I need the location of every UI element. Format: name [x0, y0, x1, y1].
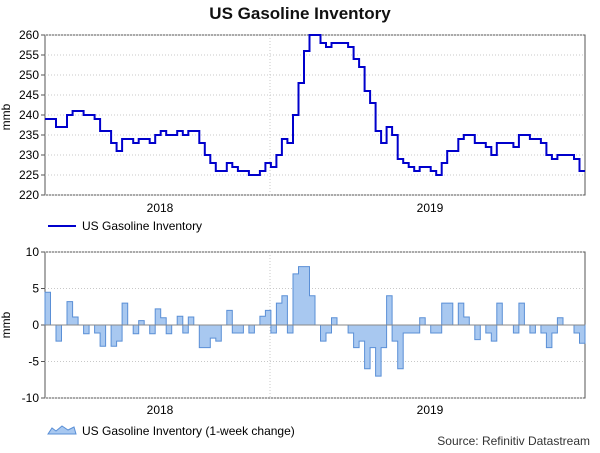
- x-tick-label: 2019: [417, 403, 444, 417]
- chart-title: US Gasoline Inventory: [209, 4, 391, 23]
- y-tick-label: 255: [19, 48, 39, 62]
- y-tick-label: -5: [28, 355, 39, 369]
- y-tick-label: 220: [19, 188, 39, 202]
- y-tick-label: 245: [19, 88, 39, 102]
- legend-label: US Gasoline Inventory: [82, 219, 202, 233]
- legend-label: US Gasoline Inventory (1-week change): [82, 424, 295, 438]
- y-tick-label: 225: [19, 168, 39, 182]
- y-tick-label: 0: [32, 318, 39, 332]
- inventory-level-chart: 220 225 230 235 240 245 250 255 260 2018 2019 mmb…: [0, 28, 586, 233]
- weekly-change-chart: -10 -5 0 5 10 2018 2019 mmb US Gasoline Inven…: [0, 245, 586, 438]
- x-tick-label: 2018: [147, 403, 174, 417]
- x-tick-label: 2018: [147, 201, 174, 215]
- y-tick-label: 230: [19, 148, 39, 162]
- y-tick-label: -10: [22, 391, 40, 405]
- y-tick-label: 240: [19, 108, 39, 122]
- source-note: Source: Refinitiv Datastream: [437, 434, 590, 448]
- series-line-us-gasoline-inventory: [45, 34, 585, 176]
- legend: US Gasoline Inventory (1-week change): [47, 424, 295, 438]
- y-axis-label: mmb: [0, 103, 13, 130]
- legend-area-swatch: [47, 425, 77, 435]
- series-area-weekly-change: [44, 266, 586, 377]
- y-tick-label: 250: [19, 68, 39, 82]
- y-axis-label: mmb: [0, 311, 13, 338]
- legend: US Gasoline Inventory: [48, 219, 202, 233]
- y-tick-label: 260: [19, 28, 39, 42]
- y-tick-label: 5: [32, 282, 39, 296]
- x-tick-label: 2019: [417, 201, 444, 215]
- y-tick-label: 10: [26, 245, 40, 259]
- y-tick-label: 235: [19, 128, 39, 142]
